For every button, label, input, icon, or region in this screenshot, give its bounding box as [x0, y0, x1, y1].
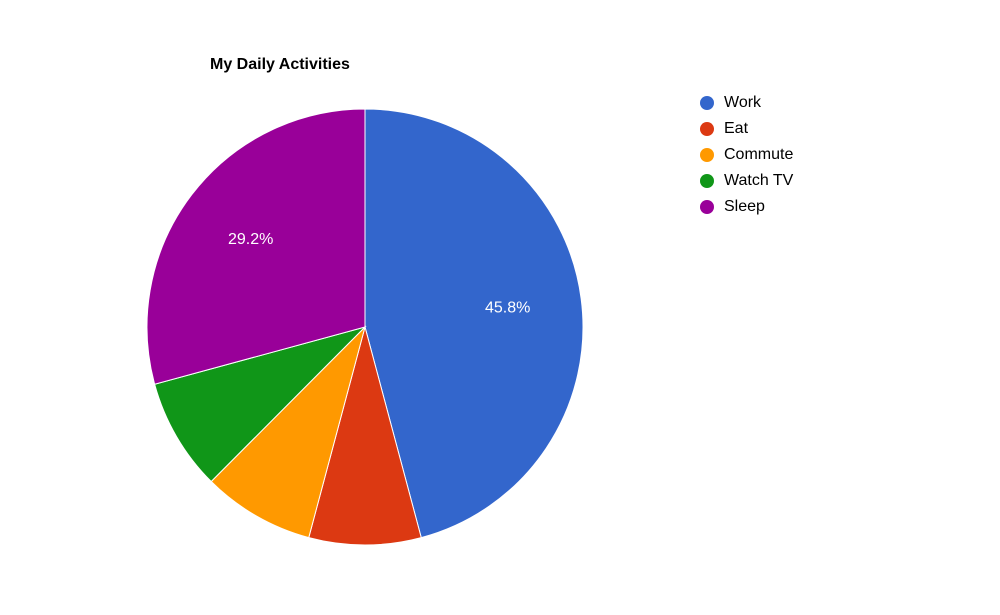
legend-label: Watch TV: [724, 173, 793, 189]
slice-label: 29.2%: [228, 231, 273, 248]
legend-item[interactable]: Commute: [700, 142, 793, 168]
legend-label: Eat: [724, 121, 748, 137]
legend-item[interactable]: Sleep: [700, 194, 793, 220]
pie-chart: 45.8%8.3%8.3%8.3%29.2%: [130, 92, 600, 562]
chart-container: My Daily Activities 45.8%8.3%8.3%8.3%29.…: [0, 0, 1000, 615]
slice-label: 8.3%: [225, 530, 261, 547]
pie-svg: 45.8%8.3%8.3%8.3%29.2%: [130, 92, 600, 562]
legend-dot-icon: [700, 96, 714, 110]
legend-dot-icon: [700, 200, 714, 214]
legend-label: Work: [724, 95, 761, 111]
legend-dot-icon: [700, 174, 714, 188]
legend-dot-icon: [700, 148, 714, 162]
legend-item[interactable]: Work: [700, 90, 793, 116]
chart-title: My Daily Activities: [210, 56, 350, 74]
slice-label: 45.8%: [485, 299, 530, 316]
legend-item[interactable]: Eat: [700, 116, 793, 142]
legend-dot-icon: [700, 122, 714, 136]
slice-label: 8.3%: [136, 441, 172, 458]
legend-label: Commute: [724, 147, 793, 163]
legend: Work Eat Commute Watch TV Sleep: [700, 90, 793, 220]
legend-label: Sleep: [724, 199, 765, 215]
legend-item[interactable]: Watch TV: [700, 168, 793, 194]
